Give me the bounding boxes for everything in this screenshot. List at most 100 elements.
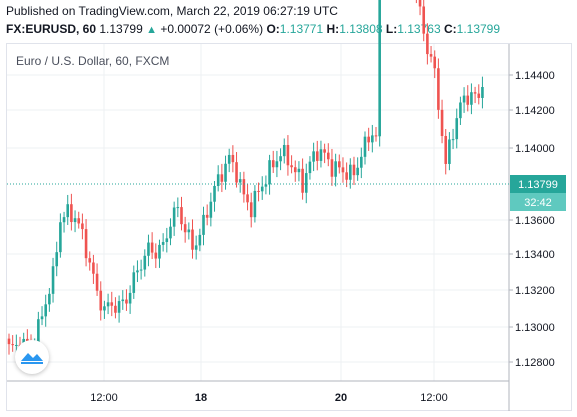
open-value: 1.13771 — [279, 22, 324, 36]
high-label: H: — [326, 22, 340, 36]
candle-body — [462, 95, 466, 103]
y-tick-label: 1.14400 — [515, 70, 555, 82]
candle-body — [481, 87, 484, 98]
candle-body — [7, 338, 11, 345]
candle-body — [125, 299, 128, 304]
last-price-tag-label: 1.13799 — [518, 179, 558, 191]
high-value: 1.13808 — [339, 22, 383, 36]
candle-body — [106, 302, 110, 307]
candle-body — [275, 161, 279, 168]
candle-body — [249, 202, 253, 218]
y-tick-label: 1.14200 — [515, 105, 555, 117]
candle-body — [279, 156, 282, 162]
price-change: +0.00072 (+0.06%) — [160, 22, 264, 36]
x-tick-label: 12:00 — [420, 392, 448, 404]
candle-body — [282, 144, 286, 157]
candle-body — [183, 224, 187, 233]
candle-body — [473, 92, 477, 94]
candle-body — [242, 179, 246, 195]
candle-body — [150, 242, 154, 253]
candle-body — [264, 184, 268, 187]
candle-body — [55, 252, 59, 267]
symbol-label: FX:EURUSD, 60 — [6, 22, 97, 36]
last-price-tag — [510, 175, 566, 193]
tradingview-logo-icon[interactable] — [15, 340, 49, 374]
candle-body — [59, 222, 62, 253]
candle-body — [238, 179, 242, 183]
open-label: O: — [266, 22, 280, 36]
candle-body — [187, 229, 191, 233]
candle-body — [198, 234, 202, 246]
candle-body — [253, 190, 257, 218]
candle-body — [161, 242, 165, 245]
candle-body — [103, 306, 106, 311]
candle-body — [154, 252, 158, 259]
candle-body — [231, 154, 235, 163]
candle-body — [194, 245, 198, 250]
candle-body — [224, 163, 227, 182]
candle-body — [44, 304, 47, 317]
candle-body — [334, 161, 337, 177]
candle-body — [88, 258, 92, 263]
candle-body — [418, 0, 422, 7]
candle-body — [209, 201, 213, 218]
chart-legend: Euro / U.S. Dollar, 60, FXCM — [16, 54, 170, 68]
candle-body — [227, 154, 231, 164]
candle-body — [448, 139, 451, 164]
candle-body — [169, 226, 172, 239]
candle-body — [15, 344, 18, 346]
candle-body — [202, 214, 205, 235]
candle-body — [378, 0, 381, 137]
candle-body — [426, 33, 429, 55]
x-tick-label: 20 — [335, 392, 347, 404]
candle-body — [371, 135, 374, 143]
candle-body — [147, 242, 150, 256]
candle-body — [330, 159, 334, 177]
close-label: C: — [443, 22, 457, 36]
candle-body — [286, 144, 290, 166]
candle-body — [437, 68, 440, 110]
candle-body — [470, 92, 473, 105]
candle-body — [37, 319, 40, 346]
candle-body — [257, 190, 260, 192]
y-tick-label: 1.13600 — [515, 215, 555, 227]
y-tick-label: 1.13000 — [515, 322, 555, 334]
candle-body — [293, 167, 297, 173]
candle-body — [216, 174, 220, 186]
candle-body — [477, 93, 481, 98]
close-value: 1.13799 — [456, 22, 501, 36]
candle-body — [422, 6, 426, 34]
up-arrow-icon: ▲ — [146, 24, 157, 36]
candle-body — [143, 255, 147, 270]
candle-body — [440, 109, 444, 137]
candle-body — [304, 173, 308, 193]
candle-body — [345, 172, 348, 180]
candle-body — [235, 162, 238, 183]
published-caption: Published on TradingView.com, March 22, … — [6, 4, 338, 18]
countdown-tag-label: 32:42 — [524, 197, 552, 209]
candle-body — [220, 174, 224, 182]
candle-body — [70, 204, 73, 223]
candle-body — [308, 161, 312, 174]
y-tick-label: 1.14000 — [515, 143, 555, 155]
candle-body — [128, 292, 132, 304]
candle-body — [315, 151, 319, 161]
low-value: 1.13763 — [397, 22, 441, 36]
candle-body — [374, 135, 378, 137]
candle-body — [48, 293, 51, 305]
candle-body — [356, 167, 359, 176]
candle-body — [451, 139, 455, 141]
x-tick-label: 12:00 — [90, 392, 118, 404]
candle-body — [81, 223, 84, 230]
candle-body — [158, 244, 161, 259]
candle-body — [117, 301, 121, 313]
low-label: L: — [385, 22, 398, 36]
candle-body — [165, 238, 169, 243]
candle-body — [367, 136, 370, 143]
candle-body — [110, 302, 114, 306]
candle-body — [95, 273, 99, 291]
candle-body — [271, 160, 275, 168]
candle-body — [326, 152, 330, 160]
candle-body — [341, 167, 345, 173]
